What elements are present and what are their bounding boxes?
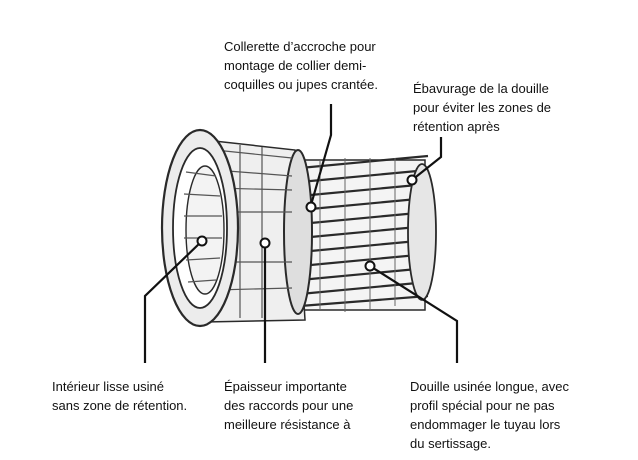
threaded-bushing [299, 154, 437, 312]
front-flange [160, 128, 240, 328]
callout-bushing: Douille usinée longue, avec profil spéci… [410, 379, 569, 451]
callout-collar: Collerette d’accroche pour montage de co… [224, 39, 378, 92]
leader-lines [143, 104, 459, 363]
callout-dots [196, 174, 418, 272]
callout-interior: Intérieur lisse usiné sans zone de réten… [52, 379, 188, 413]
callout-thickness: Épaisseur importante des raccords pour u… [224, 379, 354, 432]
callout-deburr: Ébavurage de la douille pour éviter les … [413, 81, 552, 134]
